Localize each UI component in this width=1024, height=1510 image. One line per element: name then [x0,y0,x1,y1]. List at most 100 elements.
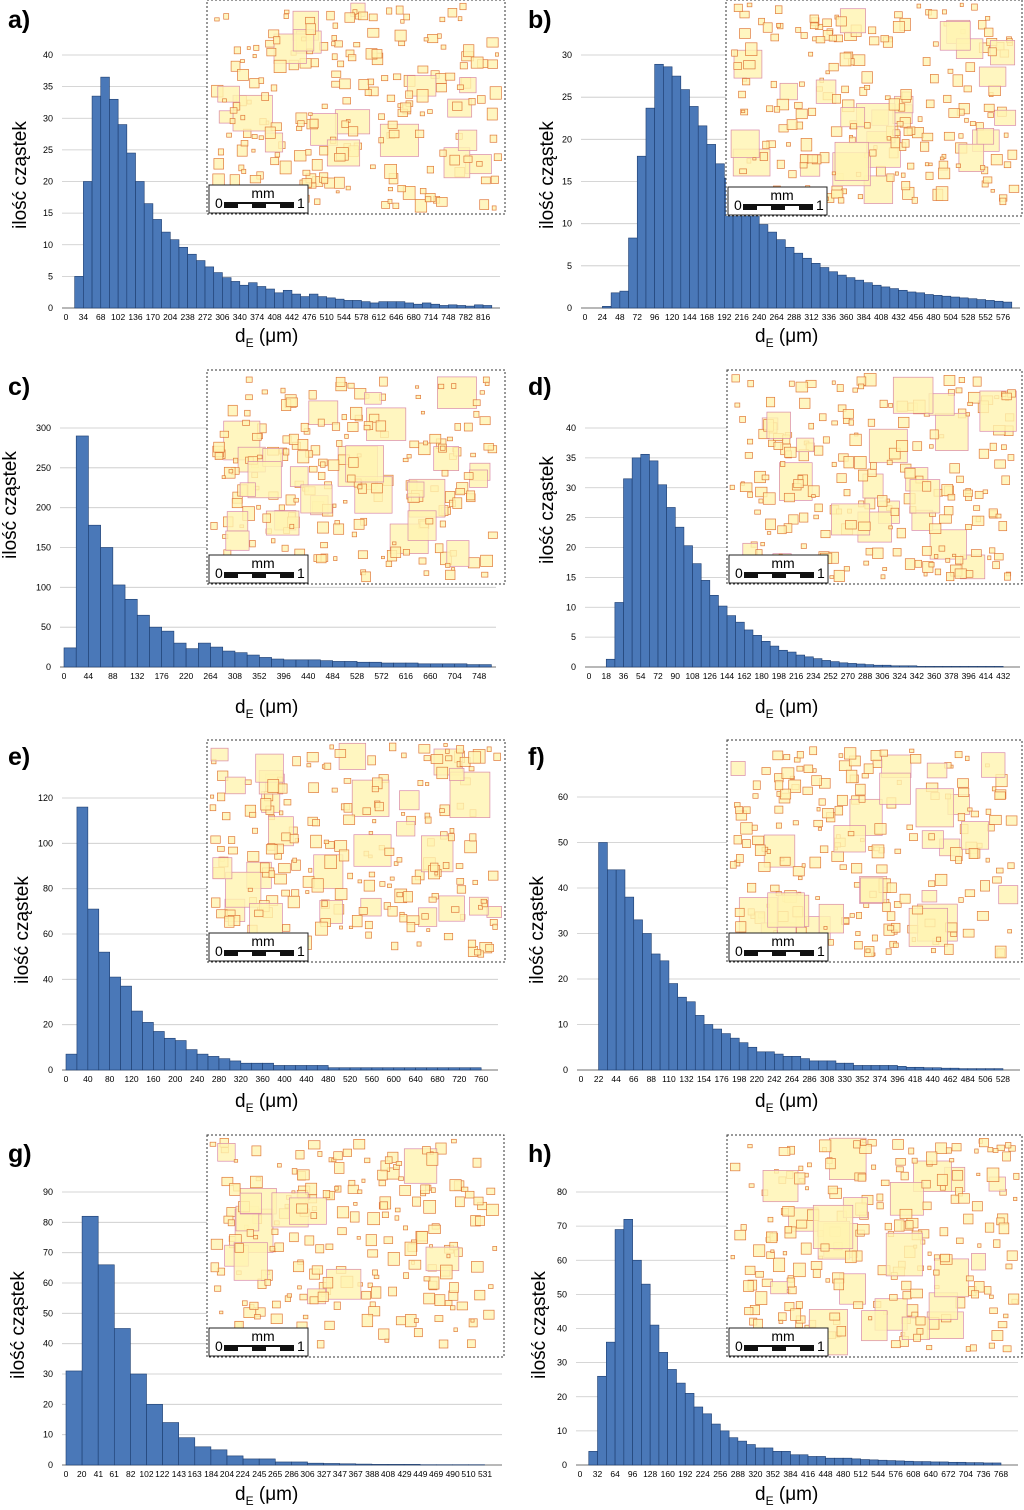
scale-bar-segment [772,950,786,956]
particle-outline [306,150,311,156]
histogram-bar [275,293,284,308]
x-tick-label: 476 [302,312,316,322]
particle-outline [826,1158,836,1168]
particle-outline [336,377,345,386]
particle-outline [829,940,834,946]
x-tick-label: 132 [130,671,144,681]
particle-outline [816,37,825,43]
particle-outline [408,511,436,541]
particle-outline [966,63,975,72]
histogram-bar [922,1462,931,1465]
particle-outline [905,468,915,478]
particle-outline [365,1158,370,1163]
scale-bar-segment [744,950,758,956]
particle-outline [958,813,965,820]
histogram-bar [589,1451,598,1465]
x-tick-label: 288 [787,312,801,322]
particle-outline [924,572,927,576]
particle-outline [362,572,371,582]
particle-outline [734,4,742,11]
x-tick-label: 252 [824,671,838,681]
x-tick-label: 48 [615,312,625,322]
x-tick-label: 198 [732,1074,746,1084]
particle-outline [887,137,891,141]
particle-outline [896,1167,903,1172]
particle-outline [248,888,252,891]
particle-outline [388,906,397,916]
particle-outline [771,34,779,41]
particle-outline [458,130,477,150]
particle-outline [771,1250,774,1253]
particle-outline [484,443,494,450]
particle-outline [815,504,823,512]
particle-outline [800,162,807,168]
particle-outline [378,1170,388,1180]
histogram-bar [318,297,327,308]
particle-outline [851,124,857,129]
particle-outline [271,1314,282,1324]
particle-outline [910,749,914,752]
particle-outline [993,562,1000,569]
histogram-bar [624,479,633,667]
particle-outline [789,515,798,524]
particle-outline [425,817,431,823]
particle-outline [834,570,844,581]
particle-outline [449,1283,458,1293]
particle-outline [766,397,774,407]
histogram-bar [394,1068,405,1070]
y-tick-label: 20 [566,543,576,553]
particle-outline [280,161,291,174]
histogram-bar [736,622,745,667]
histogram-bar [136,182,145,309]
particle-outline [745,453,752,459]
x-tick-label: 320 [748,1469,762,1479]
particle-outline [279,505,284,510]
histogram-bar [738,1441,747,1465]
particle-outline [755,510,761,514]
particle-outline [814,515,819,519]
particle-outline [756,1292,767,1305]
histogram-bar [88,909,99,1070]
histogram-bar [196,261,205,308]
particle-outline [388,187,392,190]
y-tick-label: 70 [557,1221,567,1231]
histogram-bar [931,1462,940,1465]
x-tick-label: 272 [198,312,212,322]
particle-outline [346,186,350,190]
particle-outline [450,1180,461,1191]
particle-outline [740,11,749,18]
particle-outline [382,1212,388,1218]
x-tick-label: 544 [337,312,351,322]
histogram-bar [372,1464,388,1465]
histogram-bar [632,458,641,667]
y-tick-label: 250 [36,463,51,473]
particle-outline [358,1190,362,1194]
histogram-bar [768,232,777,308]
x-tick-label: 32 [593,1469,603,1479]
particle-outline [937,1174,947,1185]
particle-outline [862,774,868,779]
x-tick-label: 286 [802,1074,816,1084]
histogram-bar [629,238,638,308]
particle-outline [290,467,308,487]
particle-outline [418,66,428,73]
scale-bar-segment [238,950,252,952]
histogram-bar [616,870,625,1070]
histogram-bar [470,1068,481,1070]
histogram-bar [887,1461,896,1465]
particle-outline [940,1228,948,1236]
particle-outline [861,1140,866,1146]
particle-outline [417,90,428,103]
histogram-bar [369,662,381,667]
particle-outline [896,1158,906,1165]
scale-one-label: 1 [817,565,825,581]
histogram-bar [861,1460,870,1465]
histogram-bar [940,1462,949,1465]
x-axis-label: dE (μm) [235,1484,298,1505]
particle-outline [465,1191,474,1198]
x-tick-label: 286 [285,1469,299,1479]
x-tick-label: 242 [767,1074,781,1084]
particle-outline [801,1243,811,1254]
